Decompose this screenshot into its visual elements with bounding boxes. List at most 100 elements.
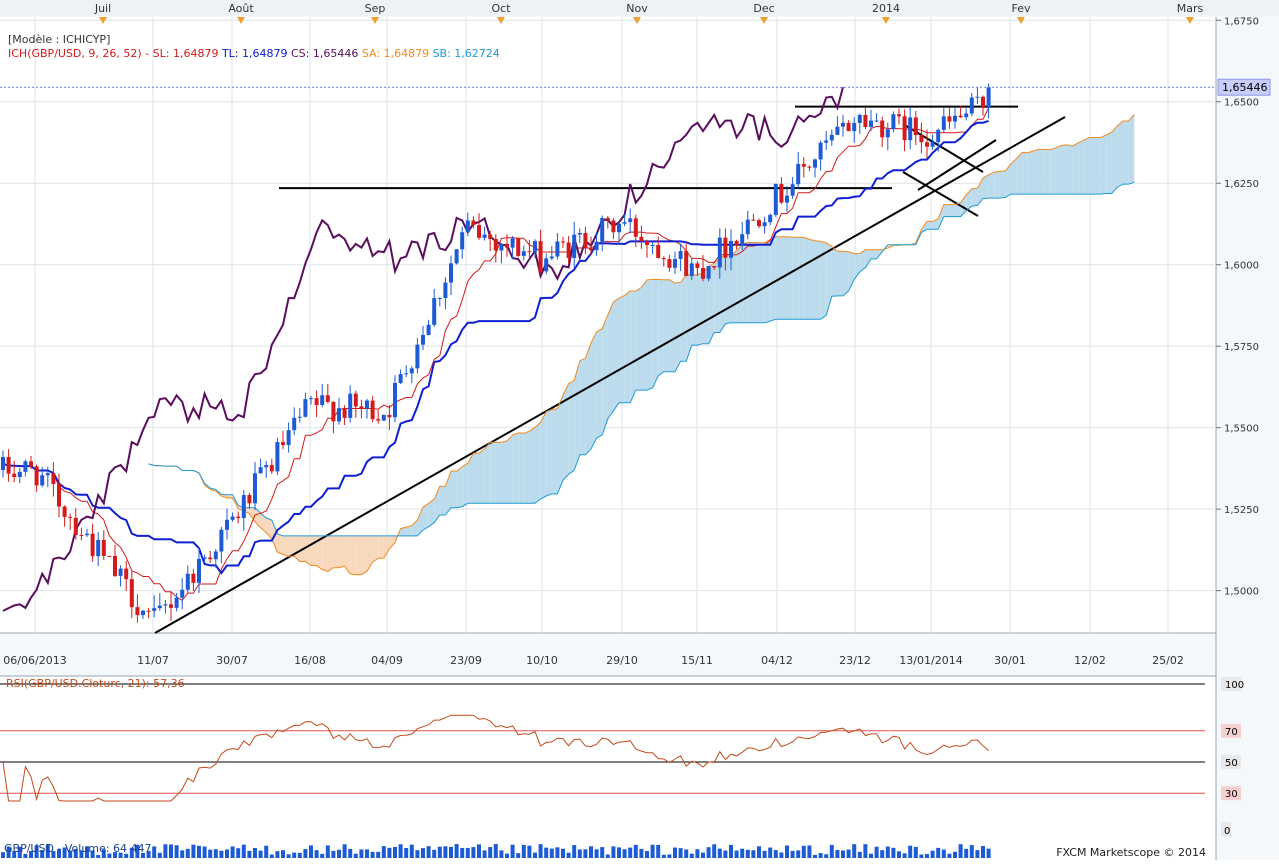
candle-body-77 [432, 298, 436, 325]
candle-body-51 [287, 430, 291, 445]
volume-bar-152 [852, 844, 856, 858]
legend-sb: SB: 1,62724 [433, 47, 500, 60]
candle-body-150 [841, 123, 845, 127]
candle-body-63 [354, 394, 358, 407]
candle-body-169 [947, 116, 951, 121]
volume-bar-47 [264, 846, 268, 858]
volume-bar-122 [684, 850, 688, 858]
kumo-segment-37 [350, 536, 356, 575]
volume-bar-111 [623, 849, 627, 858]
volume-bar-43 [242, 845, 246, 858]
rsi-pane [0, 676, 1216, 842]
candle-body-34 [191, 574, 195, 583]
volume-bar-175 [981, 846, 985, 858]
kumo-segment-174 [1117, 121, 1123, 187]
x-tick-label-8: 15/11 [681, 654, 713, 667]
candle-body-118 [662, 258, 666, 259]
candle-body-28 [158, 606, 162, 609]
volume-bar-66 [371, 852, 375, 858]
candle-body-117 [656, 245, 660, 258]
kumo-segment-176 [1129, 114, 1135, 184]
candle-body-120 [673, 259, 677, 268]
volume-bar-138 [774, 850, 778, 858]
month-label-1: Août [228, 2, 254, 15]
candle-body-99 [555, 242, 559, 257]
kumo-segment-99 [697, 272, 703, 345]
volume-bar-126 [707, 847, 711, 858]
kumo-segment-89 [641, 280, 647, 390]
kumo-segment-166 [1073, 143, 1079, 194]
candle-body-175 [981, 97, 985, 108]
candle-body-83 [466, 220, 470, 232]
volume-bar-59 [331, 851, 335, 858]
candle-body-7 [40, 475, 44, 485]
volume-bar-118 [662, 855, 666, 858]
x-tick-label-11: 13/01/2014 [899, 654, 962, 667]
kumo-segment-63 [496, 442, 502, 503]
volume-bar-172 [964, 849, 968, 858]
candle-body-46 [259, 467, 263, 473]
volume-bar-101 [567, 853, 571, 858]
kumo-segment-74 [557, 395, 563, 494]
volume-bar-49 [275, 851, 279, 858]
volume-bar-113 [634, 845, 638, 858]
current-price-text: 1,65446 [1222, 81, 1268, 94]
volume-bar-158 [886, 847, 890, 858]
volume-bar-53 [298, 853, 302, 858]
kumo-segment-165 [1067, 145, 1073, 194]
candle-body-142 [796, 164, 800, 184]
legend-sl: SL: 1,64879 [153, 47, 219, 60]
kumo-segment-105 [731, 251, 737, 323]
legend-cs: CS: 1,65446 [291, 47, 358, 60]
volume-bar-89 [499, 850, 503, 858]
candle-body-48 [270, 465, 274, 471]
volume-bar-135 [757, 846, 761, 858]
volume-bar-48 [270, 855, 274, 858]
volume-bar-67 [376, 852, 380, 858]
kumo-segment-47 [406, 526, 412, 536]
candle-body-88 [494, 239, 498, 250]
rsi-level-label-3: 30 [1225, 789, 1238, 800]
volume-bar-110 [617, 847, 621, 858]
candle-body-157 [880, 121, 884, 138]
volume-bar-82 [460, 848, 464, 858]
x-tick-label-10: 23/12 [839, 654, 871, 667]
kumo-segment-70 [535, 423, 541, 504]
kumo-segment-95 [675, 282, 681, 371]
volume-bar-83 [466, 848, 470, 858]
candle-body-39 [219, 530, 223, 552]
y-tick-label-1: 1,6500 [1224, 98, 1259, 109]
candle-body-134 [751, 220, 755, 221]
candle-body-37 [208, 557, 212, 559]
volume-bar-56 [315, 850, 319, 858]
candle-body-137 [768, 215, 772, 222]
candle-body-129 [723, 238, 727, 258]
volume-bar-150 [841, 850, 845, 858]
kumo-segment-35 [339, 536, 345, 568]
kumo-segment-61 [485, 442, 491, 503]
candle-body-15 [85, 534, 89, 535]
kumo-segment-144 [949, 205, 955, 217]
candle-body-40 [225, 520, 229, 530]
volume-bar-94 [527, 846, 531, 858]
candle-body-132 [740, 234, 744, 246]
x-tick-label-0: 06/06/2013 [3, 654, 66, 667]
volume-bar-157 [880, 850, 884, 858]
kumo-segment-33 [328, 536, 334, 571]
volume-bar-80 [449, 847, 453, 858]
x-tick-label-14: 25/02 [1152, 654, 1184, 667]
kumo-segment-86 [625, 291, 631, 403]
volume-bar-115 [645, 851, 649, 858]
month-label-3: Oct [491, 2, 511, 15]
volume-bar-143 [802, 846, 806, 858]
volume-bar-156 [875, 847, 879, 858]
candle-body-107 [600, 218, 604, 242]
kumo-segment-81 [597, 329, 603, 439]
candle-body-90 [505, 244, 509, 248]
candle-body-58 [326, 395, 330, 402]
kumo-segment-62 [490, 442, 496, 503]
volume-bar-88 [494, 844, 498, 858]
kumo-segment-38 [356, 536, 362, 575]
